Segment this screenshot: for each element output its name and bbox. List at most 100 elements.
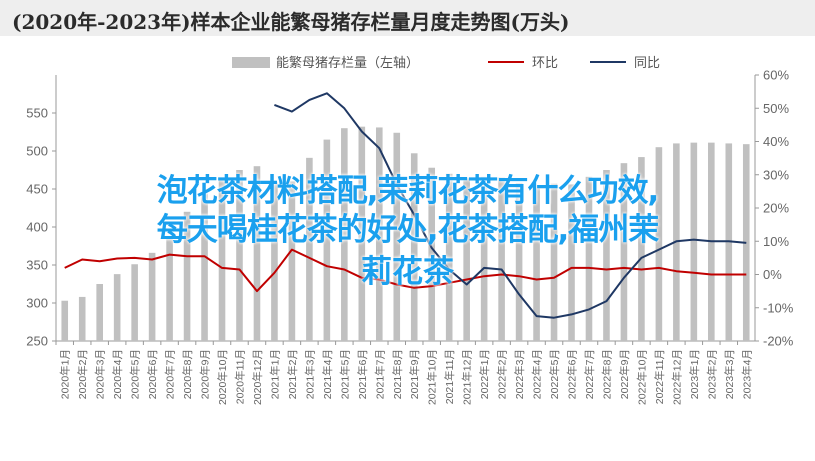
bar	[480, 176, 488, 341]
bar	[61, 300, 69, 341]
bar	[96, 284, 103, 341]
bar	[253, 166, 261, 341]
bar	[585, 176, 593, 341]
x-tick-label: 2022年1月	[478, 349, 491, 399]
bar	[166, 236, 173, 341]
x-tick-label: 2021年7月	[373, 349, 386, 399]
bar	[655, 147, 663, 341]
y-tick-label-right: -10%	[763, 300, 794, 315]
x-tick-label: 2022年4月	[531, 349, 544, 399]
y-tick-label-left: 250	[26, 334, 48, 349]
bar	[620, 163, 628, 341]
x-tick-label: 2021年10月	[426, 349, 439, 405]
x-tick-label: 2021年1月	[268, 349, 281, 399]
bar	[498, 177, 505, 341]
x-tick-label: 2020年11月	[233, 349, 246, 404]
x-tick-label: 2023年1月	[688, 349, 701, 399]
legend: 能繁母猪存栏量（左轴） 环比 同比	[232, 55, 660, 71]
bar	[690, 142, 698, 341]
overlay-text-line-3: 莉花茶	[361, 254, 454, 290]
axes: 250 300 350 400 450 500 550 -20% -10% 0% 10% 20% 30%…	[26, 68, 793, 406]
legend-label-bar: 能繁母猪存栏量（左轴）	[276, 55, 419, 71]
x-tick-label: 2022年9月	[618, 349, 631, 399]
x-tick-label: 2020年1月	[59, 349, 72, 399]
x-tick-label: 2021年8月	[391, 349, 404, 399]
bar	[306, 157, 313, 341]
y-tick-label-right: 50%	[763, 101, 789, 116]
y-tick-label-right: 30%	[763, 167, 789, 182]
x-tick-label: 2022年5月	[548, 349, 561, 399]
bar	[463, 178, 470, 341]
x-tick-label: 2021年9月	[408, 349, 421, 399]
bar	[131, 264, 138, 341]
y-tick-label-right: 20%	[763, 201, 789, 216]
y-tick-label-left: 550	[26, 106, 48, 121]
bar	[568, 184, 575, 341]
line-series	[64, 92, 747, 319]
x-tick-label: 2021年3月	[303, 349, 316, 399]
x-tick-label: 2021年11月	[443, 349, 456, 404]
x-tick-label: 2021年5月	[338, 349, 351, 399]
x-tick-label: 2020年8月	[181, 349, 194, 399]
bar	[393, 132, 401, 341]
x-tick-label: 2020年6月	[146, 349, 159, 399]
x-tick-label: 2020年12月	[251, 349, 264, 405]
y-tick-label-right: -20%	[763, 334, 794, 349]
y-tick-label-left: 500	[26, 144, 48, 159]
x-tick-label: 2020年9月	[199, 349, 212, 399]
x-tick-label: 2020年5月	[129, 349, 142, 399]
bar	[638, 157, 645, 341]
bar	[341, 128, 348, 341]
bar	[183, 211, 191, 341]
y-tick-label-right: 60%	[763, 68, 789, 83]
bar	[78, 296, 86, 341]
bar	[236, 170, 243, 341]
x-tick-label: 2022年11月	[653, 349, 666, 404]
x-tick-label: 2021年6月	[356, 349, 369, 399]
bar	[603, 170, 610, 341]
x-tick-label: 2023年4月	[740, 349, 753, 399]
x-tick-label: 2023年2月	[705, 349, 718, 399]
legend-swatch-bar	[232, 57, 270, 68]
x-tick-label: 2020年7月	[164, 349, 177, 399]
x-tick-label: 2020年10月	[216, 349, 229, 405]
bar	[288, 181, 296, 341]
bar	[428, 167, 436, 341]
x-tick-label: 2020年3月	[94, 349, 107, 399]
x-tick-label: 2020年2月	[76, 349, 89, 399]
bar	[113, 274, 121, 341]
y-tick-label-right: 40%	[763, 134, 789, 149]
line-year-on-year	[274, 92, 747, 319]
overlay-text-line-2: 每天喝桂花茶的好处,花茶搭配,福州茉	[156, 212, 660, 248]
bar	[201, 193, 208, 341]
x-tick-label: 2022年8月	[600, 349, 613, 399]
y-tick-label-left: 350	[26, 258, 48, 273]
bar	[375, 127, 383, 341]
bar	[323, 139, 331, 341]
x-tick-label: 2022年7月	[583, 349, 596, 399]
x-tick-label: 2022年3月	[513, 349, 526, 399]
bar	[410, 153, 418, 341]
x-tick-label: 2021年2月	[286, 349, 299, 399]
title-bar: (2020年-2023年)样本企业能繁母猪存栏量月度走势图(万头)	[0, 0, 815, 36]
y-tick-label-right: 0%	[763, 267, 782, 282]
x-tick-label: 2021年4月	[321, 349, 334, 399]
bar	[271, 182, 278, 341]
y-tick-label-left: 450	[26, 182, 48, 197]
bar	[533, 185, 540, 341]
bar	[550, 183, 558, 341]
legend-label-ring: 环比	[532, 56, 558, 71]
x-tick-label: 2022年6月	[566, 349, 579, 399]
bar	[148, 252, 156, 341]
bar	[358, 126, 366, 342]
chart-title: (2020年-2023年)样本企业能繁母猪存栏量月度走势图(万头)	[12, 10, 570, 34]
bar	[218, 179, 226, 341]
x-tick-label: 2022年12月	[670, 349, 683, 405]
bar	[515, 182, 523, 341]
x-tick-label: 2022年2月	[496, 349, 509, 399]
overlay-text-line-1: 泡花茶材料搭配,茉莉花茶有什么功效,	[156, 173, 660, 209]
y-tick-label-right: 10%	[763, 234, 789, 249]
x-tick-label: 2023年3月	[723, 349, 736, 399]
